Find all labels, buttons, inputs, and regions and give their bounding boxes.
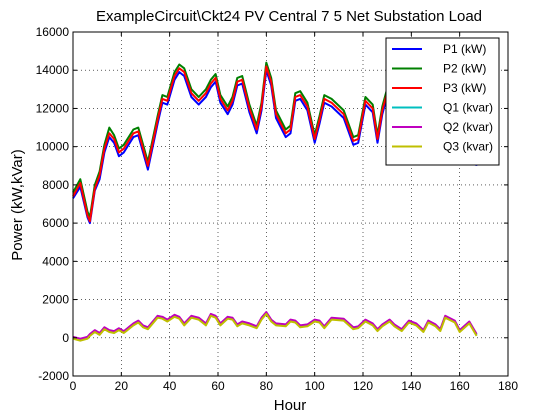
x-tick-label: 40 <box>163 379 177 393</box>
x-tick-label: 160 <box>450 379 470 393</box>
x-tick-label: 140 <box>401 379 421 393</box>
legend-label: P2 (kW) <box>443 62 486 76</box>
y-tick-label: -2000 <box>38 369 69 383</box>
y-tick-label: 2000 <box>42 293 69 307</box>
plot-frame <box>72 31 509 377</box>
grid-layer <box>73 32 508 376</box>
x-tick-label: 120 <box>353 379 373 393</box>
x-tick-label: 20 <box>115 379 129 393</box>
legend-label: P1 (kW) <box>443 42 486 56</box>
chart-title: ExampleCircuit\Ckt24 PV Central 7 5 Net … <box>96 8 482 25</box>
y-tick-label: 12000 <box>36 101 70 115</box>
legend-label: Q1 (kvar) <box>443 101 493 115</box>
tick-layer: 0 20 40 60 80 100 120 140 160 180-200002000400060… <box>36 25 519 393</box>
legend-label: P3 (kW) <box>443 81 486 95</box>
legend-label: Q3 (kvar) <box>443 140 493 154</box>
series-line-5 <box>72 311 478 340</box>
y-axis-title: Power (kW,kVar) <box>9 149 26 260</box>
y-tick-label: 4000 <box>42 254 69 268</box>
x-tick-label: 180 <box>498 379 518 393</box>
legend-label: Q2 (kvar) <box>443 120 493 134</box>
y-tick-label: 8000 <box>42 178 69 192</box>
x-axis-title: Hour <box>274 397 307 414</box>
x-tick-label: 0 <box>70 379 77 393</box>
x-tick-label: 80 <box>260 379 274 393</box>
y-tick-label: 10000 <box>36 140 70 154</box>
y-tick-label: 16000 <box>36 25 70 39</box>
legend: P1 (kW) P2 (kW) P3 (kW) Q1 (kvar) Q2 (kvar) Q… <box>385 37 500 166</box>
y-tick-label: 0 <box>62 331 69 345</box>
series-line-6 <box>72 312 478 342</box>
y-tick-label: 14000 <box>36 63 70 77</box>
y-tick-label: 6000 <box>42 216 69 230</box>
legend-box <box>385 37 500 166</box>
x-tick-label: 100 <box>305 379 325 393</box>
x-tick-label: 60 <box>211 379 225 393</box>
